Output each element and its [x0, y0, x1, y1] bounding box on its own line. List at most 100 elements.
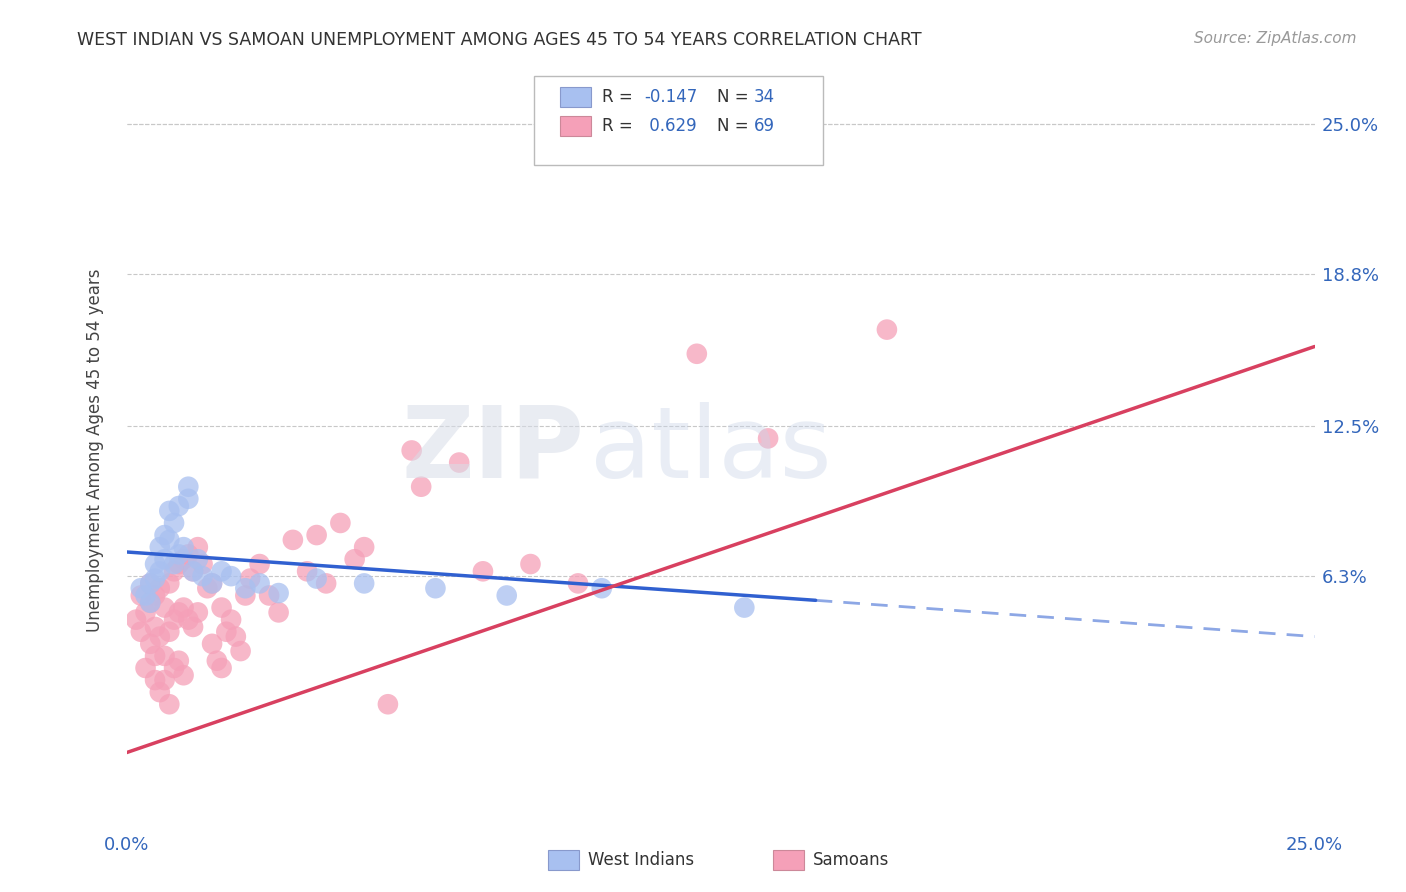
Point [567, 576, 589, 591]
Point [173, 668, 195, 682]
Point [733, 600, 755, 615]
Point [201, 637, 224, 651]
Point [139, 576, 162, 591]
Point [686, 347, 709, 361]
Point [181, 564, 204, 578]
Point [149, 540, 172, 554]
Point [211, 564, 233, 578]
Point [143, 589, 166, 603]
Point [425, 581, 447, 595]
Point [239, 572, 262, 586]
Point [187, 552, 209, 566]
Point [187, 606, 209, 620]
Text: Samoans: Samoans [813, 851, 889, 869]
Point [163, 564, 186, 578]
Point [191, 557, 214, 571]
Text: N =: N = [717, 117, 748, 135]
Point [135, 606, 157, 620]
Point [129, 589, 152, 603]
Point [129, 581, 152, 595]
Point [173, 600, 195, 615]
Point [315, 576, 337, 591]
Text: N =: N = [717, 88, 748, 106]
Point [876, 323, 898, 337]
Point [225, 630, 247, 644]
Text: R =: R = [602, 117, 633, 135]
Point [149, 630, 172, 644]
Point [139, 596, 162, 610]
Point [211, 600, 233, 615]
Point [249, 576, 271, 591]
Point [167, 606, 190, 620]
Point [177, 480, 200, 494]
Point [143, 557, 166, 571]
Point [139, 637, 162, 651]
Point [163, 516, 186, 530]
Point [591, 581, 613, 595]
Point [177, 548, 200, 562]
Point [125, 613, 148, 627]
Text: ZIP: ZIP [401, 402, 583, 499]
Text: R =: R = [602, 88, 633, 106]
Point [233, 589, 257, 603]
Point [353, 576, 375, 591]
Point [167, 557, 190, 571]
Point [281, 533, 304, 547]
Point [267, 586, 290, 600]
Point [181, 620, 204, 634]
Point [153, 552, 176, 566]
Point [329, 516, 352, 530]
Point [143, 673, 166, 687]
Point [305, 528, 328, 542]
Y-axis label: Unemployment Among Ages 45 to 54 years: Unemployment Among Ages 45 to 54 years [86, 268, 104, 632]
Point [135, 661, 157, 675]
Point [201, 576, 224, 591]
Text: atlas: atlas [591, 402, 831, 499]
Point [157, 576, 180, 591]
Text: Source: ZipAtlas.com: Source: ZipAtlas.com [1194, 31, 1357, 46]
Point [233, 581, 257, 595]
Point [149, 581, 172, 595]
Point [153, 600, 176, 615]
Point [177, 491, 200, 506]
Point [219, 569, 242, 583]
Point [173, 540, 195, 554]
Point [267, 606, 290, 620]
Point [157, 533, 180, 547]
Point [157, 504, 180, 518]
Point [157, 698, 180, 712]
Point [305, 572, 328, 586]
Point [163, 557, 186, 571]
Point [129, 624, 152, 639]
Point [177, 613, 200, 627]
Point [181, 564, 204, 578]
Point [149, 685, 172, 699]
Point [157, 624, 180, 639]
Point [143, 620, 166, 634]
Point [229, 644, 252, 658]
Point [153, 648, 176, 663]
Text: -0.147: -0.147 [644, 88, 697, 106]
Point [343, 552, 366, 566]
Point [756, 431, 779, 445]
Text: 69: 69 [754, 117, 775, 135]
Point [295, 564, 318, 578]
Point [149, 564, 172, 578]
Point [191, 569, 214, 583]
Point [201, 576, 224, 591]
Point [139, 596, 162, 610]
Point [163, 661, 186, 675]
Point [153, 528, 176, 542]
Point [519, 557, 541, 571]
Point [173, 552, 195, 566]
Point [167, 499, 190, 513]
Point [143, 572, 166, 586]
Point [205, 654, 228, 668]
Point [163, 613, 186, 627]
Point [167, 548, 190, 562]
Text: 34: 34 [754, 88, 775, 106]
Point [139, 576, 162, 591]
Point [495, 589, 517, 603]
Text: West Indians: West Indians [588, 851, 693, 869]
Point [195, 581, 218, 595]
